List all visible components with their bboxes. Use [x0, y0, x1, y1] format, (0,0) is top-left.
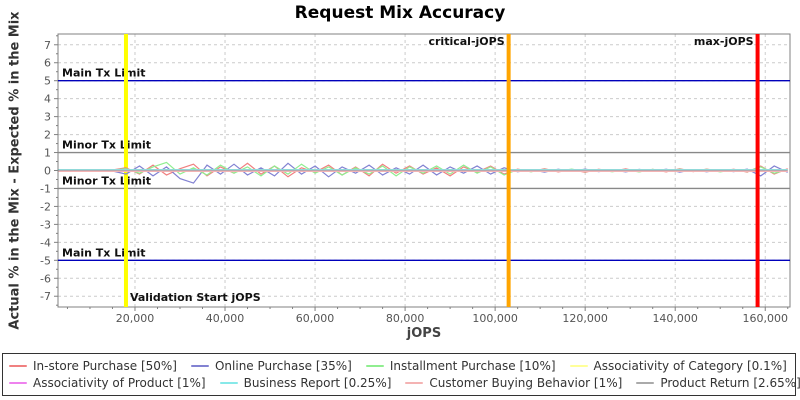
y-tick-label: 0 — [44, 165, 51, 178]
x-tick-label: 140,000 — [652, 312, 698, 325]
legend-label: Associativity of Product [1%] — [33, 376, 206, 391]
y-tick-label: -1 — [40, 182, 51, 195]
legend-swatch-icon — [405, 382, 424, 385]
limit-line-label: Main Tx Limit — [62, 246, 146, 259]
legend-label: Product Return [2.65%] — [660, 376, 800, 391]
legend-label: Customer Buying Behavior [1%] — [429, 376, 623, 391]
legend-row-2: Associativity of Product [1%] Business Re… — [9, 375, 800, 393]
x-tick-label: 20,000 — [116, 312, 155, 325]
legend-swatch-icon — [636, 382, 655, 385]
x-tick-label: 100,000 — [472, 312, 518, 325]
legend-item: Business Report [0.25%] — [219, 376, 392, 391]
y-tick-label: 1 — [44, 147, 51, 160]
limit-line-label: Minor Tx Limit — [62, 139, 151, 152]
legend-label: Installment Purchase [10%] — [389, 358, 556, 373]
plot-area: 20,000 40,000 60,000 80,000 100,000 120,000 14… — [40, 33, 791, 325]
legend-swatch-icon — [219, 382, 238, 385]
chart-title: Request Mix Accuracy — [294, 3, 506, 23]
x-tick-label: 80,000 — [386, 312, 425, 325]
legend-item: Online Purchase [35%] — [190, 358, 352, 373]
y-tick-label: 5 — [44, 75, 51, 88]
legend-swatch-icon — [365, 364, 384, 367]
annotation-label: critical-jOPS — [428, 35, 504, 48]
legend-swatch-icon — [569, 364, 588, 367]
legend-swatch-icon — [9, 364, 27, 367]
x-tick-label: 60,000 — [296, 312, 335, 325]
y-tick-label: 6 — [44, 57, 51, 70]
limit-line-label: Main Tx Limit — [62, 67, 146, 80]
x-axis-title: jOPS — [406, 326, 442, 341]
x-tick-label: 160,000 — [742, 312, 788, 325]
legend-item: Installment Purchase [10%] — [365, 358, 556, 373]
y-tick-label: -2 — [40, 200, 51, 213]
y-tick-label: 4 — [44, 93, 51, 106]
y-tick-label: -4 — [40, 236, 51, 249]
limit-line-label: Minor Tx Limit — [62, 174, 151, 187]
legend-label: In-store Purchase [50%] — [33, 358, 177, 373]
legend-swatch-icon — [9, 382, 27, 385]
plot-border — [57, 33, 791, 308]
legend-item: Associativity of Category [0.1%] — [569, 358, 787, 373]
y-tick-label: -3 — [40, 218, 51, 231]
x-tick-label: 40,000 — [206, 312, 245, 325]
legend-swatch-icon — [190, 364, 209, 367]
y-tick-label: -5 — [40, 254, 51, 267]
y-tick-label: 3 — [44, 111, 51, 124]
x-tick-label: 120,000 — [562, 312, 608, 325]
legend-item: Customer Buying Behavior [1%] — [405, 376, 622, 390]
legend-label: Online Purchase [35%] — [214, 358, 352, 373]
y-tick-label: 7 — [44, 39, 51, 52]
y-tick-label: -7 — [40, 290, 51, 303]
legend-item: In-store Purchase [50%] — [9, 359, 177, 373]
y-tick-label: -6 — [40, 272, 51, 285]
legend-row-1: In-store Purchase [50%] Online Purchase [… — [9, 357, 789, 375]
legend-item: Associativity of Product [1%] — [9, 376, 206, 390]
y-tick-label: 2 — [44, 129, 51, 142]
legend-label: Business Report [0.25%] — [243, 376, 392, 391]
legend-label: Associativity of Category [0.1%] — [593, 358, 787, 373]
legend: In-store Purchase [50%] Online Purchase [… — [2, 353, 800, 396]
annotation-label: Validation Start jOPS — [130, 291, 261, 304]
legend-item: Product Return [2.65%] — [636, 376, 800, 390]
annotation-label: max-jOPS — [694, 35, 754, 48]
